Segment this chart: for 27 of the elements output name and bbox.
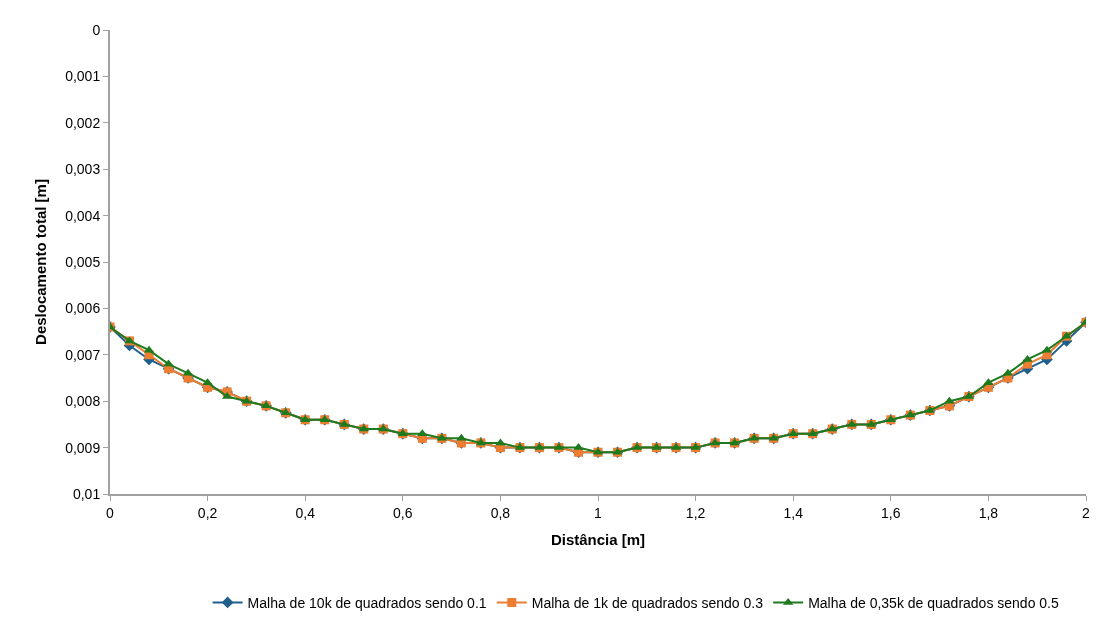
y-tick-label: 0,007	[65, 346, 101, 363]
y-tick-label: 0,009	[65, 439, 101, 456]
legend-label: Malha de 0,35k de quadrados sendo 0.5	[808, 594, 1059, 611]
x-tick-label: 1,6	[881, 504, 901, 521]
legend-label: Malha de 10k de quadrados sendo 0.1	[247, 594, 487, 611]
x-tick-label: 0,8	[490, 504, 511, 521]
x-tick-label: 1,4	[783, 504, 804, 521]
x-tick-label: 0,2	[197, 504, 218, 521]
x-tick-label: 0	[106, 504, 115, 521]
x-tick-label: 1	[594, 504, 603, 521]
y-tick-label: 0,002	[65, 114, 101, 131]
legend-label: Malha de 1k de quadrados sendo 0.3	[531, 594, 764, 611]
x-tick-label: 1,8	[978, 504, 999, 521]
x-tick-label: 2	[1082, 504, 1091, 521]
y-tick-label: 0,01	[72, 485, 101, 502]
y-tick-label: 0,006	[65, 300, 101, 317]
y-tick-label: 0,004	[65, 207, 101, 224]
x-axis-title: Distância [m]	[550, 531, 646, 549]
x-tick-label: 0,4	[295, 504, 316, 521]
y-tick-label: 0,005	[65, 253, 101, 270]
y-axis-title: Deslocamento total [m]	[31, 179, 49, 345]
y-tick-label: 0,003	[65, 161, 101, 178]
x-tick-label: 0,6	[393, 504, 413, 521]
y-tick-label: 0,001	[65, 68, 101, 85]
y-tick-label: 0	[92, 21, 101, 38]
y-tick-label: 0,008	[65, 393, 101, 410]
x-tick-label: 1,2	[685, 504, 706, 521]
